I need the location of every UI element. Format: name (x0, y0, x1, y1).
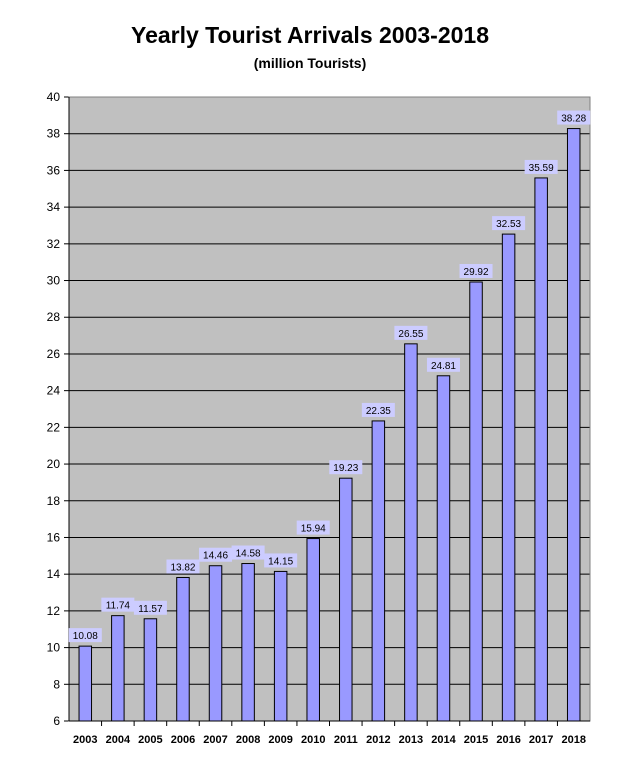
x-tick-label: 2016 (496, 734, 520, 746)
bar-2003 (78, 645, 93, 722)
x-tick-label: 2012 (366, 734, 390, 746)
data-label-background (296, 520, 330, 535)
bar-2008 (241, 563, 255, 722)
data-label-background (133, 600, 167, 615)
data-label: 24.81 (431, 361, 456, 372)
data-label: 14.46 (203, 551, 228, 562)
bar-2006 (176, 576, 190, 722)
data-label-background (426, 357, 460, 372)
y-tick-label: 16 (47, 530, 61, 544)
data-label: 11.57 (138, 604, 163, 615)
y-tick-label: 38 (47, 127, 61, 141)
x-tick-label: 2014 (431, 734, 456, 746)
chart-subtitle: (million Tourists) (253, 55, 367, 71)
bar-2004 (111, 615, 125, 722)
x-tick-label: 2013 (399, 734, 423, 746)
y-tick-label: 10 (47, 641, 61, 655)
x-tick-label: 2007 (203, 734, 227, 746)
bar-2014 (436, 375, 451, 722)
data-label: 10.08 (73, 631, 98, 642)
x-tick-label: 2004 (106, 734, 131, 746)
bar-2007 (208, 565, 223, 722)
data-label: 14.15 (268, 556, 293, 567)
data-label-background (394, 325, 428, 340)
data-label: 19.23 (333, 463, 358, 474)
bar-2015 (469, 281, 483, 722)
data-label-background (166, 559, 200, 574)
y-tick-label: 24 (47, 384, 61, 398)
x-tick-label: 2011 (334, 734, 358, 746)
bar-2012 (371, 420, 386, 722)
y-tick-label: 14 (47, 567, 61, 581)
x-tick-label: 2005 (138, 734, 162, 746)
y-tick-label: 20 (47, 457, 61, 471)
data-label-background (68, 628, 102, 643)
y-tick-label: 26 (47, 347, 61, 361)
data-label-background (557, 110, 591, 125)
bar-2005 (143, 618, 158, 722)
data-label: 11.74 (106, 601, 131, 612)
data-label: 15.94 (301, 524, 326, 535)
y-tick-label: 6 (53, 714, 60, 728)
y-tick-label: 22 (47, 420, 61, 434)
x-tick-label: 2015 (464, 734, 488, 746)
y-tick-label: 8 (53, 677, 60, 691)
data-label-background (264, 553, 298, 568)
bar-2009 (273, 570, 288, 722)
x-tick-label: 2018 (561, 734, 585, 746)
y-tick-label: 30 (47, 274, 61, 288)
bar-2017 (534, 177, 548, 722)
data-label-background (329, 460, 363, 475)
data-label: 26.55 (398, 329, 423, 340)
chart-title: Yearly Tourist Arrivals 2003-2018 (131, 22, 489, 48)
data-label: 38.28 (561, 114, 586, 125)
data-label: 22.35 (366, 406, 391, 417)
y-tick-label: 32 (47, 237, 61, 251)
bar-2013 (404, 343, 418, 722)
x-tick-label: 2003 (73, 734, 97, 746)
x-tick-label: 2009 (268, 734, 292, 746)
data-label-background (524, 159, 558, 174)
y-tick-label: 36 (47, 163, 61, 177)
bar-2010 (306, 538, 320, 722)
data-label-background (101, 597, 135, 612)
data-label: 13.82 (170, 562, 195, 573)
data-label-background (492, 216, 526, 231)
bar-2011 (339, 477, 353, 722)
y-tick-label: 34 (47, 200, 61, 214)
data-label: 14.58 (236, 549, 261, 560)
y-tick-label: 40 (47, 90, 61, 104)
x-tick-label: 2017 (529, 734, 553, 746)
y-tick-label: 18 (47, 494, 61, 508)
data-label-background (361, 402, 395, 417)
x-tick-label: 2006 (171, 734, 195, 746)
data-label: 35.59 (529, 163, 554, 174)
data-label-background (459, 263, 493, 278)
y-tick-label: 12 (47, 604, 61, 618)
bar-2016 (501, 233, 516, 722)
y-tick-label: 28 (47, 310, 61, 324)
data-label: 29.92 (464, 267, 489, 278)
data-label-background (199, 547, 233, 562)
x-tick-label: 2008 (236, 734, 260, 746)
data-label-background (231, 545, 265, 560)
x-tick-label: 2010 (301, 734, 325, 746)
data-label: 32.53 (496, 219, 521, 230)
bar-2018 (566, 128, 581, 722)
